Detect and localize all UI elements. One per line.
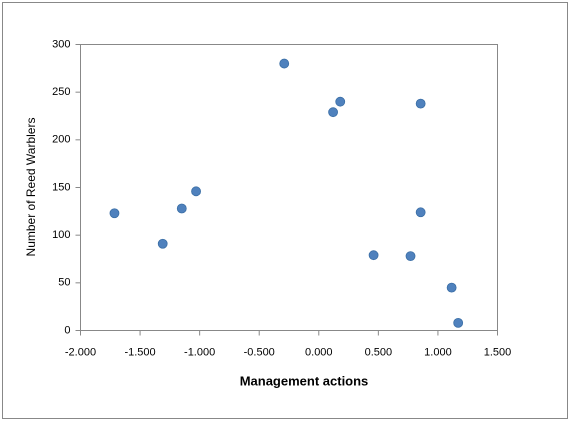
point — [176, 203, 187, 214]
x-tick-label: -2.000 — [65, 346, 96, 358]
y-tick-label: 300 — [52, 38, 70, 50]
point — [279, 58, 290, 69]
y-tick-label: 150 — [52, 181, 70, 193]
chart-border — [2, 2, 568, 419]
point — [453, 317, 464, 328]
y-tick-label: 250 — [52, 86, 70, 98]
x-tick-label: 0.000 — [305, 346, 333, 358]
x-tick-label: 1.000 — [424, 346, 452, 358]
x-axis-title: Management actions — [240, 373, 369, 388]
x-tick-label: -1.500 — [124, 346, 155, 358]
point — [405, 251, 416, 262]
x-tick-label: 0.500 — [365, 346, 393, 358]
y-tick-label: 0 — [64, 324, 70, 336]
y-tick-label: 100 — [52, 229, 70, 241]
point — [415, 207, 426, 218]
point — [446, 282, 457, 293]
x-tick-label: -0.500 — [244, 346, 275, 358]
y-tick-label: 200 — [52, 134, 70, 146]
point — [415, 98, 426, 109]
x-tick-label: 1.500 — [484, 346, 512, 358]
point — [157, 238, 168, 249]
point — [191, 186, 201, 197]
y-axis-title: Number of Reed Warblers — [24, 118, 38, 257]
x-tick-label: -1.000 — [184, 346, 215, 358]
point — [368, 250, 379, 261]
point — [328, 107, 338, 118]
point — [109, 208, 120, 219]
y-tick-label: 50 — [58, 277, 70, 289]
point — [335, 96, 346, 107]
